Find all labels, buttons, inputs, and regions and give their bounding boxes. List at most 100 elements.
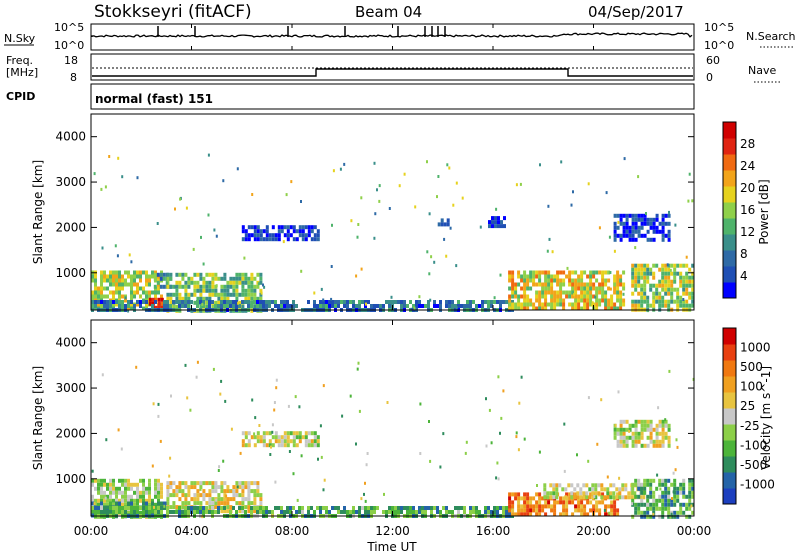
heatmap-cell bbox=[373, 506, 376, 510]
time-axis-ticks: 00:00 04:00 08:00 12:00 16:00 20:00 00:00 bbox=[74, 24, 711, 538]
heatmap-cell bbox=[253, 432, 256, 436]
heatmap-cell bbox=[667, 490, 671, 495]
heatmap-cell bbox=[91, 506, 94, 510]
heatmap-cell bbox=[688, 494, 692, 499]
heatmap-cell bbox=[259, 296, 263, 301]
heatmap-cell bbox=[163, 304, 166, 308]
heatmap-cell bbox=[256, 489, 260, 494]
heatmap-cell bbox=[541, 306, 545, 311]
heatmap-cell bbox=[262, 431, 266, 436]
heatmap-cell bbox=[223, 501, 227, 506]
heatmap-cell bbox=[139, 294, 142, 298]
heatmap-cell bbox=[253, 304, 257, 309]
heatmap-cell bbox=[529, 286, 533, 291]
heatmap-cell bbox=[445, 304, 448, 308]
heatmap-cell bbox=[244, 296, 248, 301]
heatmap-cell bbox=[300, 269, 303, 273]
heatmap-cell bbox=[358, 510, 361, 514]
heatmap-cell bbox=[133, 510, 136, 514]
heatmap-cell bbox=[157, 290, 160, 295]
heatmap-cell bbox=[559, 290, 563, 295]
heatmap-cell bbox=[349, 510, 352, 514]
heatmap-cell bbox=[181, 510, 184, 514]
heatmap-cell bbox=[262, 229, 266, 234]
heatmap-cell bbox=[538, 500, 542, 505]
heatmap-cell bbox=[118, 278, 121, 283]
heatmap-cell bbox=[433, 506, 436, 510]
heatmap-cell bbox=[670, 295, 674, 300]
heatmap-cell bbox=[631, 213, 635, 218]
heatmap-cell bbox=[690, 504, 693, 508]
heatmap-cell bbox=[316, 304, 319, 308]
heatmap-cell bbox=[658, 478, 662, 483]
heatmap-cell bbox=[391, 300, 394, 304]
heatmap-cell bbox=[667, 303, 671, 308]
heatmap-cell bbox=[196, 481, 200, 486]
station-title: Stokkseyri (fitACF) bbox=[94, 2, 252, 22]
heatmap-cell bbox=[493, 300, 496, 304]
nave-tick-high: 60 bbox=[706, 54, 720, 67]
heatmap-cell bbox=[100, 486, 103, 491]
heatmap-cell bbox=[577, 286, 581, 291]
heatmap-cell bbox=[283, 439, 287, 444]
heatmap-cell bbox=[571, 306, 575, 311]
heatmap-cell bbox=[672, 471, 675, 475]
heatmap-cell bbox=[307, 300, 310, 304]
heatmap-cell bbox=[628, 423, 632, 428]
heatmap-cell bbox=[667, 233, 671, 238]
heatmap-cell bbox=[664, 490, 668, 495]
power-heatmap bbox=[91, 153, 695, 313]
heatmap-cell bbox=[275, 386, 278, 390]
heatmap-cell bbox=[160, 494, 163, 499]
heatmap-cell bbox=[153, 276, 157, 281]
heatmap-cell bbox=[631, 271, 635, 276]
heatmap-cell bbox=[610, 508, 614, 513]
heatmap-cell bbox=[481, 304, 484, 308]
heatmap-cell bbox=[439, 510, 442, 514]
heatmap-cell bbox=[184, 288, 188, 293]
heatmap-cell bbox=[646, 271, 650, 276]
heatmap-cell bbox=[346, 510, 349, 514]
heatmap-cell bbox=[565, 290, 569, 295]
heatmap-cell bbox=[658, 299, 662, 304]
heatmap-cell bbox=[465, 440, 468, 444]
heatmap-cell bbox=[243, 256, 246, 260]
heatmap-cell bbox=[688, 478, 692, 483]
heatmap-cell bbox=[495, 207, 498, 211]
heatmap-cell bbox=[394, 300, 397, 304]
heatmap-cell bbox=[595, 298, 599, 303]
heatmap-cell bbox=[127, 270, 130, 275]
heatmap-cell bbox=[390, 295, 393, 299]
heatmap-cell bbox=[508, 504, 512, 509]
heatmap-cell bbox=[109, 501, 112, 506]
heatmap-cell bbox=[253, 237, 257, 242]
heatmap-cell bbox=[550, 504, 554, 509]
heatmap-cell bbox=[145, 278, 148, 283]
heatmap-cell bbox=[214, 288, 218, 293]
heatmap-cell bbox=[564, 487, 568, 492]
heatmap-cell bbox=[223, 308, 227, 313]
heatmap-cell bbox=[175, 300, 178, 304]
heatmap-cell bbox=[157, 510, 160, 514]
heatmap-cell bbox=[443, 237, 446, 241]
heatmap-cell bbox=[514, 290, 518, 295]
heatmap-cell bbox=[550, 286, 554, 291]
heatmap-cell bbox=[159, 272, 163, 277]
heatmap-cell bbox=[625, 435, 629, 440]
heatmap-cell bbox=[523, 492, 527, 497]
heatmap-cell bbox=[241, 225, 245, 230]
heatmap-cell bbox=[616, 492, 620, 497]
heatmap-cell bbox=[631, 229, 635, 234]
heatmap-cell bbox=[558, 483, 562, 488]
heatmap-cell bbox=[298, 439, 302, 444]
heatmap-cell bbox=[647, 309, 649, 313]
heatmap-cell bbox=[115, 486, 118, 491]
heatmap-cell bbox=[661, 431, 665, 436]
heatmap-cell bbox=[130, 510, 133, 514]
heatmap-cell bbox=[205, 501, 209, 506]
heatmap-cell bbox=[586, 306, 590, 311]
heatmap-cell bbox=[121, 482, 124, 487]
heatmap-cell bbox=[556, 302, 560, 307]
heatmap-cell bbox=[589, 492, 593, 497]
heatmap-cell bbox=[520, 504, 524, 509]
